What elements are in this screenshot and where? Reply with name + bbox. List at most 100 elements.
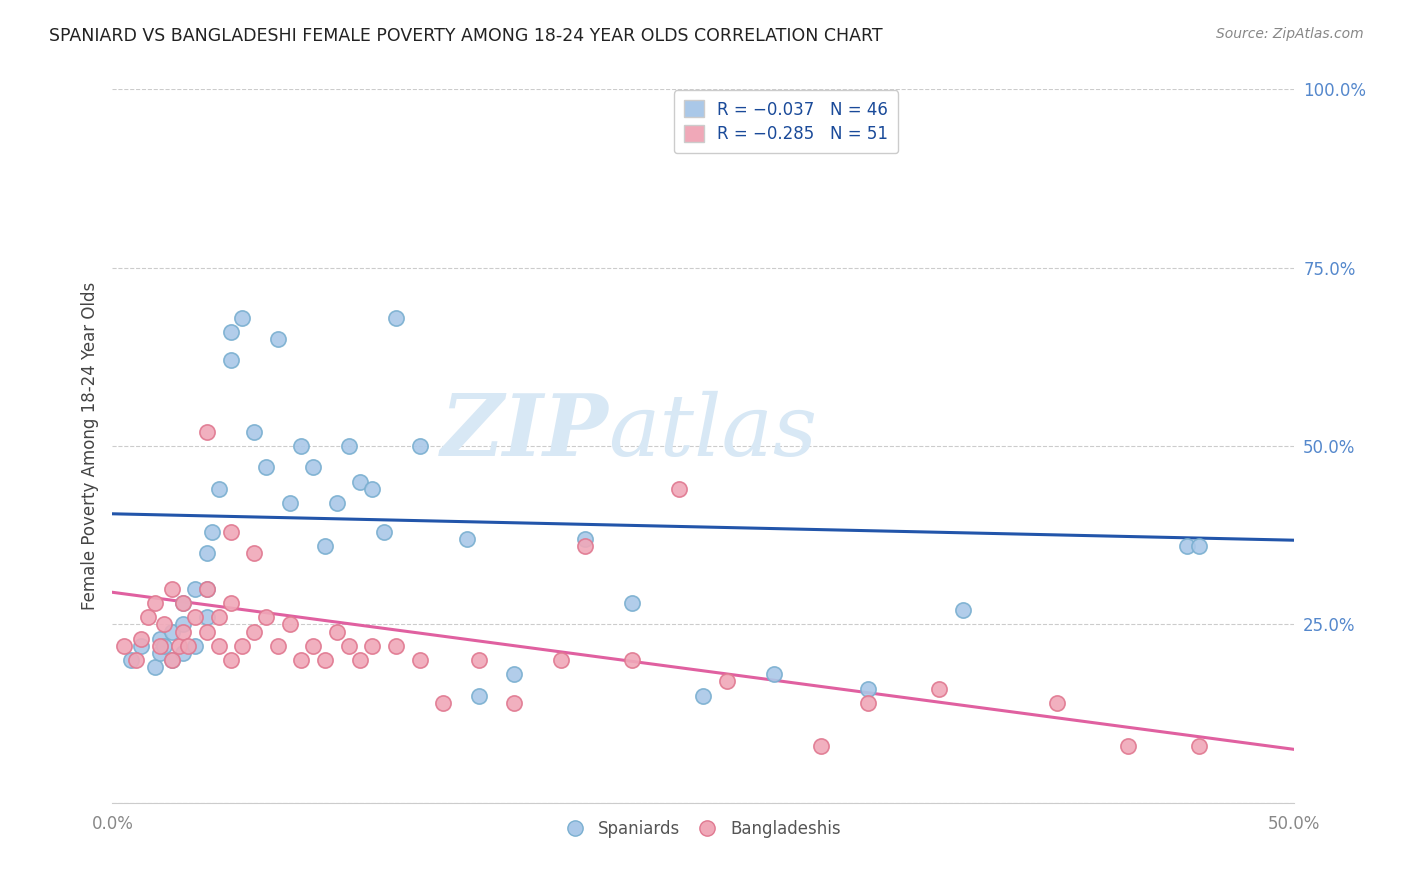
Point [326,496,349,510]
Point [172,596,194,610]
Point [503,667,526,681]
Point [302,639,325,653]
Point [243,624,266,639]
Point [208,639,231,653]
Point [160,653,183,667]
Point [219,524,242,539]
Point [243,546,266,560]
Point [172,596,194,610]
Point [184,610,207,624]
Text: atlas: atlas [609,391,818,473]
Point [195,582,218,596]
Point [692,689,714,703]
Point [184,582,207,596]
Point [858,681,880,696]
Point [195,610,218,624]
Text: SPANIARD VS BANGLADESHI FEMALE POVERTY AMONG 18-24 YEAR OLDS CORRELATION CHART: SPANIARD VS BANGLADESHI FEMALE POVERTY A… [49,27,883,45]
Point [361,639,384,653]
Point [385,639,408,653]
Point [172,617,194,632]
Point [219,596,242,610]
Point [243,425,266,439]
Point [762,667,785,681]
Text: Source: ZipAtlas.com: Source: ZipAtlas.com [1216,27,1364,41]
Point [550,653,572,667]
Point [337,439,360,453]
Point [167,639,190,653]
Point [314,653,336,667]
Point [408,653,430,667]
Point [219,325,242,339]
Point [302,460,325,475]
Point [195,624,218,639]
Point [278,496,301,510]
Point [349,653,371,667]
Point [432,696,454,710]
Point [385,310,408,325]
Point [574,532,596,546]
Point [668,482,690,496]
Point [503,696,526,710]
Point [160,582,183,596]
Point [208,610,231,624]
Point [149,639,172,653]
Point [219,353,242,368]
Point [290,653,312,667]
Point [201,524,224,539]
Point [326,624,349,639]
Point [208,482,231,496]
Point [337,639,360,653]
Point [267,332,290,346]
Point [136,610,159,624]
Point [810,739,832,753]
Point [231,639,253,653]
Point [361,482,384,496]
Point [574,539,596,553]
Point [143,660,166,674]
Point [254,610,277,624]
Point [254,460,277,475]
Point [195,546,218,560]
Point [195,582,218,596]
Point [172,624,194,639]
Y-axis label: Female Poverty Among 18-24 Year Olds: Female Poverty Among 18-24 Year Olds [80,282,98,610]
Point [160,653,183,667]
Point [149,646,172,660]
Point [1188,739,1211,753]
Point [290,439,312,453]
Point [120,653,142,667]
Point [1046,696,1069,710]
Point [231,310,253,325]
Point [153,639,176,653]
Point [716,674,738,689]
Point [1188,539,1211,553]
Point [143,596,166,610]
Point [456,532,478,546]
Point [129,632,152,646]
Point [160,624,183,639]
Point [1116,739,1139,753]
Point [928,681,950,696]
Point [621,596,644,610]
Point [858,696,880,710]
Point [195,425,218,439]
Point [278,617,301,632]
Point [408,439,430,453]
Point [184,639,207,653]
Point [952,603,974,617]
Point [149,632,172,646]
Point [349,475,371,489]
Point [112,639,135,653]
Point [125,653,148,667]
Point [314,539,336,553]
Point [467,689,489,703]
Point [153,617,176,632]
Point [129,639,152,653]
Point [621,653,644,667]
Point [177,639,200,653]
Point [172,646,194,660]
Point [267,639,290,653]
Point [219,653,242,667]
Point [467,653,489,667]
Point [373,524,395,539]
